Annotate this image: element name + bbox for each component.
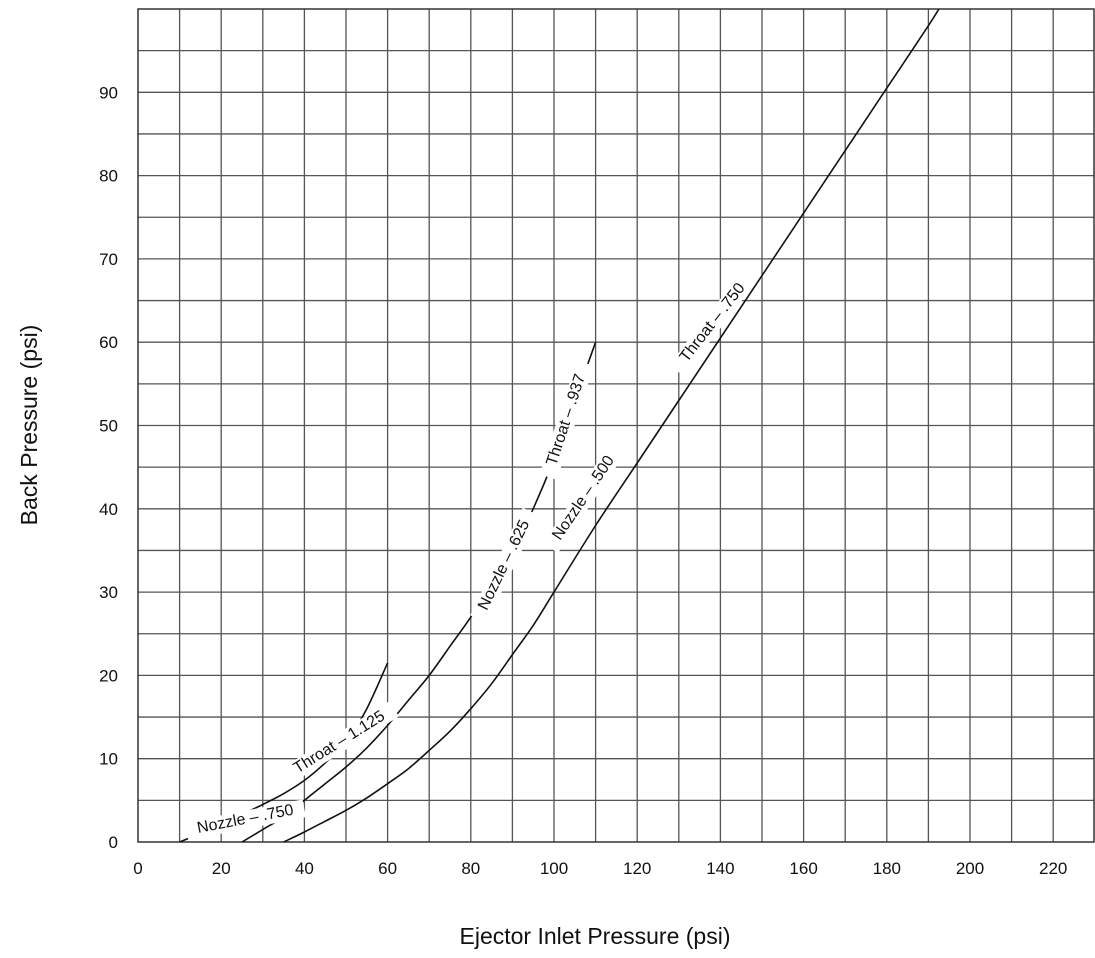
y-axis-title: Back Pressure (psi) <box>16 325 42 526</box>
curve-label: Nozzle – .625 <box>475 517 533 612</box>
x-tick-label: 20 <box>212 859 231 878</box>
curve-label-background <box>280 701 399 785</box>
curve-label-background <box>539 360 594 480</box>
y-tick-label: 90 <box>99 83 118 102</box>
x-tick-label: 140 <box>706 859 734 878</box>
y-tick-label: 20 <box>99 666 118 685</box>
x-axis-title: Ejector Inlet Pressure (psi) <box>460 923 731 949</box>
series-line-3 <box>283 9 940 842</box>
y-axis-ticks: 0 10 20 30 40 50 60 70 80 90 <box>99 83 118 852</box>
y-tick-label: 0 <box>109 833 118 852</box>
x-tick-label: 120 <box>623 859 651 878</box>
y-tick-label: 30 <box>99 583 118 602</box>
curve-label-group: Throat – .750 <box>669 270 758 376</box>
x-axis-ticks: 0 20 40 60 80 100 120 140 160 180 200 220 <box>133 859 1067 878</box>
curve-label-background <box>184 799 306 841</box>
curve-label-group: Throat – .937 <box>539 360 594 480</box>
curve-label: Throat – .937 <box>544 372 590 468</box>
y-tick-label: 40 <box>99 500 118 519</box>
y-tick-label: 50 <box>99 417 118 436</box>
plot-frame <box>137 8 1095 843</box>
curve-label-background <box>669 270 758 376</box>
x-tick-label: 60 <box>378 859 397 878</box>
x-tick-label: 180 <box>873 859 901 878</box>
x-tick-label: 220 <box>1039 859 1067 878</box>
curve-label-background <box>470 507 539 624</box>
y-tick-label: 70 <box>99 250 118 269</box>
curve-label: Throat – 1.125 <box>291 708 388 778</box>
x-tick-label: 200 <box>956 859 984 878</box>
x-tick-label: 0 <box>133 859 142 878</box>
curve-label-group: Nozzle – .625 <box>470 507 539 624</box>
y-tick-label: 10 <box>99 750 118 769</box>
curve-label-group: Nozzle – .750 <box>184 799 306 841</box>
x-tick-label: 100 <box>540 859 568 878</box>
curve-label-background <box>543 443 625 553</box>
x-tick-label: 80 <box>461 859 480 878</box>
x-tick-label: 160 <box>789 859 817 878</box>
x-tick-label: 40 <box>295 859 314 878</box>
y-tick-label: 60 <box>99 333 118 352</box>
y-tick-label: 80 <box>99 167 118 186</box>
curve-label: Throat – .750 <box>677 280 749 366</box>
grid <box>138 9 1094 842</box>
curve-label: Nozzle – .750 <box>196 802 295 837</box>
